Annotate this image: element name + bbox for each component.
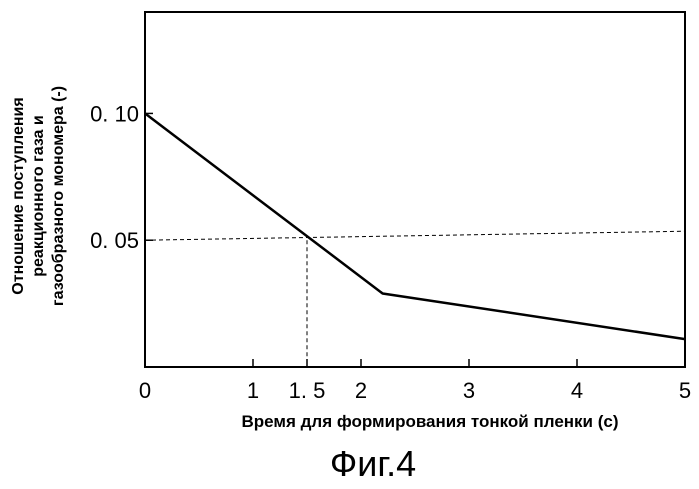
x-tick-label: 0 bbox=[139, 378, 151, 403]
reference-line-horizontal bbox=[145, 231, 685, 240]
y-axis-label-line-1: Отношение поступления bbox=[10, 97, 27, 294]
y-tick-label: 0. 10 bbox=[90, 101, 139, 126]
series-layer bbox=[145, 113, 685, 339]
x-axis-label: Время для формирования тонкой пленки (с) bbox=[242, 412, 619, 431]
x-axis-ticks: 0 1 1. 5 2 3 4 5 bbox=[139, 359, 691, 403]
x-tick-label: 2 bbox=[355, 378, 367, 403]
series-line-0 bbox=[145, 113, 685, 339]
x-tick-label: 4 bbox=[571, 378, 583, 403]
x-tick-label: 5 bbox=[679, 378, 691, 403]
y-axis-ticks: 0. 10 0. 05 bbox=[90, 101, 153, 253]
figure-caption: Фиг.4 bbox=[330, 443, 416, 484]
x-tick-label: 1 bbox=[247, 378, 259, 403]
y-axis-label-line-2: реакционного газа и bbox=[30, 115, 47, 276]
x-tick-label: 3 bbox=[463, 378, 475, 403]
y-axis-label-line-3: газообразного мономера (-) bbox=[50, 86, 67, 306]
y-tick-label: 0. 05 bbox=[90, 228, 139, 253]
plot-frame bbox=[145, 12, 685, 367]
x-tick-label: 1. 5 bbox=[289, 378, 326, 403]
